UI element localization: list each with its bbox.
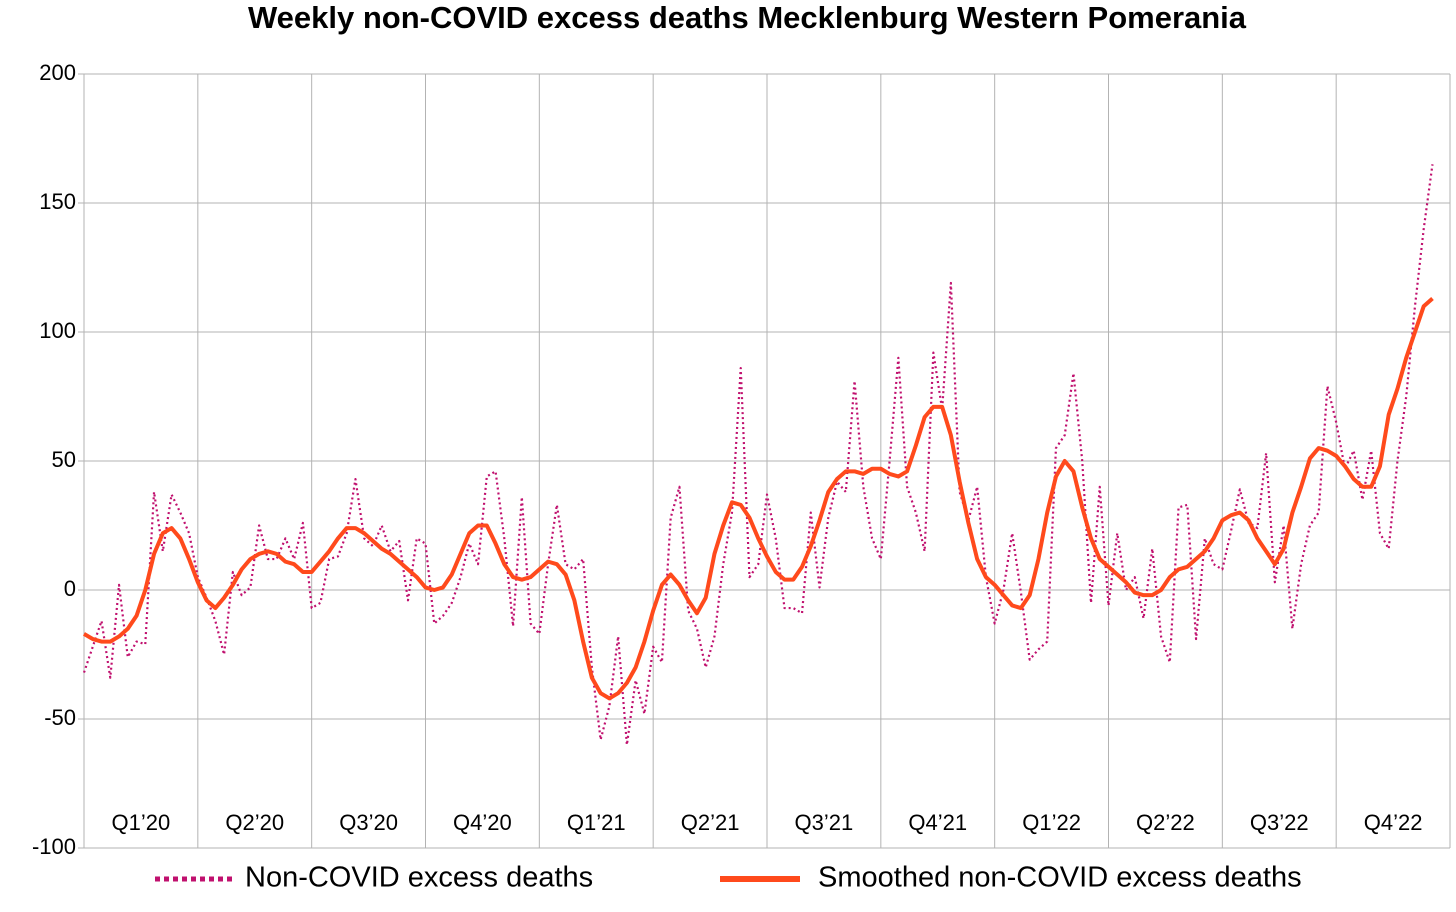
- x-tick-label: Q2’20: [225, 810, 284, 835]
- y-tick-label: 0: [64, 576, 76, 601]
- legend-label: Smoothed non-COVID excess deaths: [818, 862, 1302, 894]
- y-tick-label: 150: [39, 189, 76, 214]
- series-line: [82, 296, 1434, 701]
- chart-title: Weekly non-COVID excess deaths Mecklenbu…: [248, 0, 1247, 35]
- x-tick-label: Q2’22: [1136, 810, 1195, 835]
- x-tick-label: Q2’21: [681, 810, 740, 835]
- y-tick-label: -50: [44, 705, 76, 730]
- x-tick-label: Q4’20: [453, 810, 512, 835]
- y-tick-label: 50: [52, 447, 76, 472]
- x-tick-label: Q4’21: [908, 810, 967, 835]
- y-tick-label: -100: [32, 834, 76, 859]
- x-tick-label: Q3’21: [795, 810, 854, 835]
- x-tick-label: Q3’20: [339, 810, 398, 835]
- y-tick-label: 100: [39, 318, 76, 343]
- x-tick-label: Q1’21: [567, 810, 626, 835]
- x-tick-label: Q1’20: [112, 810, 171, 835]
- x-tick-label: Q3’22: [1250, 810, 1309, 835]
- x-tick-label: Q1’22: [1022, 810, 1081, 835]
- x-tick-label: Q4’22: [1364, 810, 1423, 835]
- y-tick-label: 200: [39, 60, 76, 85]
- legend-label: Non-COVID excess deaths: [245, 862, 593, 894]
